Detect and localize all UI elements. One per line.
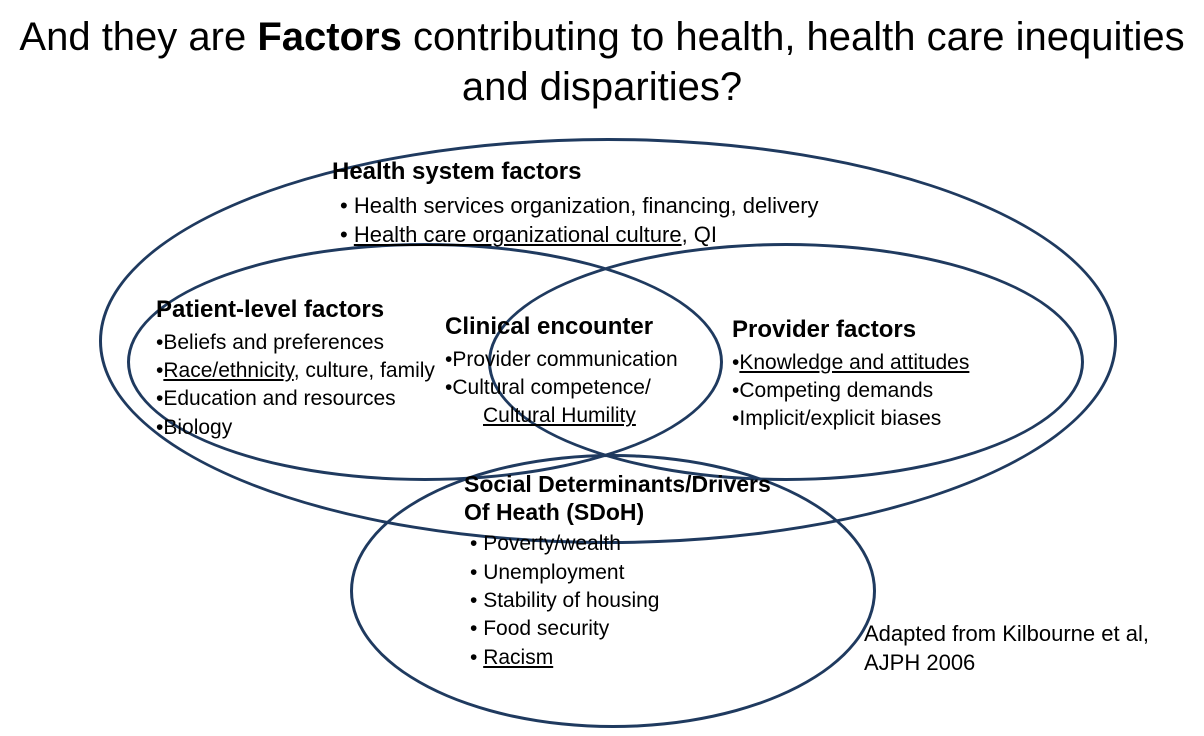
- attribution-text: Adapted from Kilbourne et al, AJPH 2006: [864, 620, 1149, 677]
- block-health-system: Health system factors • Health services o…: [332, 158, 819, 250]
- list-item: •Cultural competence/: [445, 374, 678, 402]
- list-item: •Knowledge and attitudes: [732, 349, 969, 377]
- list-item: • Food security: [470, 615, 771, 643]
- list-item: •Implicit/explicit biases: [732, 405, 969, 433]
- block-heading: Provider factors: [732, 316, 969, 345]
- list-item: • Poverty/wealth: [470, 530, 771, 558]
- list-item: • Stability of housing: [470, 587, 771, 615]
- block-provider-factors: Provider factors •Knowledge and attitudes…: [732, 316, 969, 434]
- page-title: And they are Factors contributing to hea…: [0, 12, 1204, 112]
- list-item: •Race/ethnicity, culture, family: [156, 357, 435, 385]
- list-item: •Competing demands: [732, 377, 969, 405]
- list-item: •Beliefs and preferences: [156, 329, 435, 357]
- block-clinical-encounter: Clinical encounter •Provider communicatio…: [445, 313, 678, 431]
- list-item: • Unemployment: [470, 559, 771, 587]
- list-item: •Biology: [156, 414, 435, 442]
- list-item: •Provider communication: [445, 346, 678, 374]
- block-heading: Social Determinants/Drivers Of Heath (SD…: [464, 471, 771, 526]
- list-item: Cultural Humility: [445, 402, 678, 430]
- list-item: •Education and resources: [156, 385, 435, 413]
- list-item: • Health services organization, financin…: [340, 191, 819, 221]
- block-heading: Patient-level factors: [156, 296, 435, 325]
- list-item: • Health care organizational culture, QI: [340, 220, 819, 250]
- block-heading: Clinical encounter: [445, 313, 678, 342]
- list-item: • Racism: [470, 644, 771, 672]
- block-patient-factors: Patient-level factors •Beliefs and prefer…: [156, 296, 435, 442]
- block-sdoh: Social Determinants/Drivers Of Heath (SD…: [464, 471, 771, 672]
- block-heading: Health system factors: [332, 158, 819, 187]
